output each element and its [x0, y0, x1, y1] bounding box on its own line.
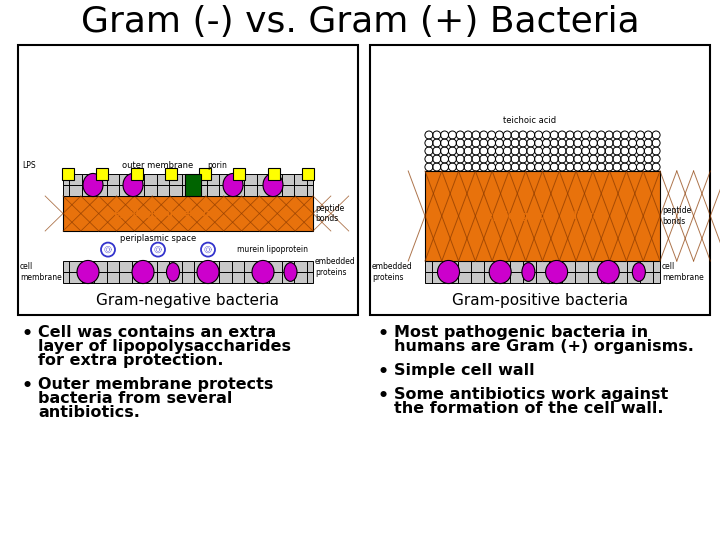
Text: cell
membrane: cell membrane — [20, 262, 62, 282]
Ellipse shape — [438, 260, 459, 284]
Bar — [268, 168, 279, 180]
Bar — [130, 168, 143, 180]
Ellipse shape — [263, 173, 283, 197]
Ellipse shape — [522, 262, 535, 281]
Bar — [96, 168, 108, 180]
Text: peptidoglycan cell wall: peptidoglycan cell wall — [479, 211, 606, 221]
Bar — [302, 168, 314, 180]
Text: humans are Gram (+) organisms.: humans are Gram (+) organisms. — [394, 339, 694, 354]
Bar — [370, 45, 710, 315]
Bar — [233, 168, 246, 180]
Text: bacteria from several: bacteria from several — [38, 391, 233, 406]
Ellipse shape — [489, 260, 511, 284]
Text: peptide
bonds: peptide bonds — [662, 206, 691, 226]
Text: teichoic acid: teichoic acid — [503, 116, 557, 125]
Text: murein lipoprotein: murein lipoprotein — [237, 245, 308, 254]
Bar — [165, 168, 177, 180]
Text: periplasmic space: periplasmic space — [120, 234, 196, 243]
Bar — [425, 272, 660, 283]
Text: for extra protection.: for extra protection. — [38, 353, 223, 368]
Ellipse shape — [166, 262, 179, 281]
Text: porin: porin — [207, 161, 227, 170]
Ellipse shape — [284, 262, 297, 281]
Bar — [425, 261, 660, 272]
Bar — [18, 45, 358, 315]
Bar — [62, 168, 74, 180]
Bar — [199, 168, 211, 180]
Ellipse shape — [252, 260, 274, 284]
Text: cell
membrane: cell membrane — [662, 262, 703, 282]
Bar — [63, 185, 313, 196]
Text: Gram-negative bacteria: Gram-negative bacteria — [96, 294, 279, 308]
Text: Gram (-) vs. Gram (+) Bacteria: Gram (-) vs. Gram (+) Bacteria — [81, 5, 639, 39]
Text: embedded
proteins: embedded proteins — [315, 257, 356, 276]
Text: Most pathogenic bacteria in: Most pathogenic bacteria in — [394, 325, 648, 340]
Ellipse shape — [132, 260, 154, 284]
Text: •: • — [378, 363, 389, 381]
Ellipse shape — [632, 262, 645, 281]
Bar — [63, 196, 313, 231]
Text: Simple cell wall: Simple cell wall — [394, 363, 535, 378]
Ellipse shape — [223, 173, 243, 197]
Ellipse shape — [546, 260, 567, 284]
Text: Gram-positive bacteria: Gram-positive bacteria — [452, 294, 628, 308]
Ellipse shape — [123, 173, 143, 197]
Text: Some antibiotics work against: Some antibiotics work against — [394, 387, 668, 402]
Bar — [63, 261, 313, 272]
Bar — [63, 174, 313, 185]
Text: Outer membrane protects: Outer membrane protects — [38, 377, 274, 392]
Bar — [185, 174, 201, 196]
Text: the formation of the cell wall.: the formation of the cell wall. — [394, 401, 664, 416]
Ellipse shape — [197, 260, 219, 284]
Text: antibiotics.: antibiotics. — [38, 405, 140, 420]
Ellipse shape — [77, 260, 99, 284]
Text: layer of lipopolysaccharides: layer of lipopolysaccharides — [38, 339, 291, 354]
Text: outer membrane: outer membrane — [122, 161, 194, 170]
Text: LPS: LPS — [22, 161, 35, 170]
Text: •: • — [22, 377, 33, 395]
Bar — [63, 272, 313, 283]
Text: Cell was contains an extra: Cell was contains an extra — [38, 325, 276, 340]
Ellipse shape — [598, 260, 619, 284]
Text: peptidoglycan cell wall: peptidoglycan cell wall — [108, 209, 218, 218]
Text: •: • — [378, 325, 389, 343]
Text: embedded
proteins: embedded proteins — [372, 262, 413, 282]
Bar — [425, 171, 660, 261]
Text: peptide
bonds: peptide bonds — [315, 204, 344, 223]
Text: •: • — [378, 387, 389, 405]
Ellipse shape — [83, 173, 103, 197]
Text: •: • — [22, 325, 33, 343]
